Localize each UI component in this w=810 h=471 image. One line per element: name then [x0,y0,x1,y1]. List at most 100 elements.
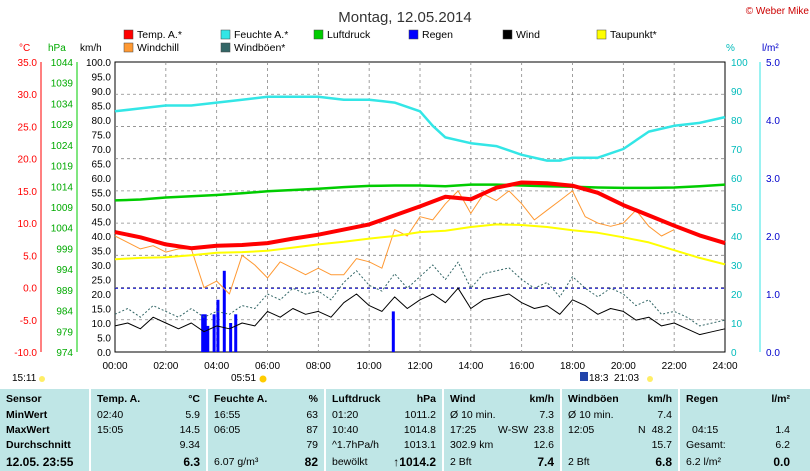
humidity-tick-label: 50 [731,203,743,214]
wind-tick-label: 15.0 [92,305,112,316]
temp-min-value: 5.9 [185,409,200,421]
rain-tick-label: 5.0 [766,58,780,69]
humidity-average: 79 [306,439,318,451]
wind-average: 12.6 [533,439,554,451]
stats-sensor-column: Sensor MinWert MaxWert Durchschnitt 12.0… [0,389,89,471]
rain-tick-label: 3.0 [766,174,780,185]
wind-tick-label: 20.0 [92,290,112,301]
pressure-tick-label: 974 [56,348,73,359]
humidity-tick-label: 80 [731,116,743,127]
legend-label: Windchill [137,42,179,54]
gusts-max-value: 48.2 [651,424,672,436]
copyright: © Weber Mike [746,6,810,17]
weather-chart: Montag, 12.05.2014 © Weber Mike Temp. A.… [12,6,810,384]
rain-day-total: 6.2 l/m² [686,456,722,468]
legend-swatch [220,29,231,40]
temp-min-time: 02:40 [97,409,124,421]
wind-unit: km/h [80,43,102,54]
wind-tick-label: 5.0 [97,334,111,345]
x-tick-label: 06:00 [255,361,280,372]
rain-current: 0.0 [773,455,790,469]
wind-tick-label: 55.0 [92,189,112,200]
x-tick-label: 00:00 [102,361,127,372]
temp-current: 6.3 [183,455,200,469]
temp-header: Temp. A. [97,393,141,405]
rain-bar [212,314,216,352]
wind-max-value: 23.8 [533,424,554,436]
humidity-max-time: 06:05 [214,424,241,436]
humidity-min-time: 16:55 [214,409,241,421]
stats-table: Sensor MinWert MaxWert Durchschnitt 12.0… [0,389,810,471]
wind-tick-label: 30.0 [92,261,112,272]
rain-unit-label: l/m² [771,393,790,405]
moonset-icon [580,372,588,381]
wind-tick-label: 45.0 [92,218,112,229]
temp-tick-label: 30.0 [18,90,38,101]
humidity-current: 82 [304,455,318,469]
humidity-tick-label: 40 [731,232,743,243]
axis-ticks: 00:00 02:00 04:00 06:00 08:00 10:00 12:00 14:00… [14,58,780,372]
wind-avg-value: 7.3 [539,409,554,421]
legend-label: Temp. A.* [137,29,182,41]
x-tick-label: 24:00 [712,361,737,372]
legend-swatch [596,29,607,40]
gusts-max-time: 12:05 [568,424,595,436]
wind-tick-label: 90.0 [92,87,112,98]
wind-tick-label: 80.0 [92,116,112,127]
pressure-average: 1013.1 [403,439,436,451]
pressure-tick-label: 1029 [51,120,74,131]
rain-bar [203,314,207,352]
gusts-direction: N [638,424,646,436]
humidity-tick-label: 70 [731,145,743,156]
wind-tick-label: 85.0 [92,102,112,113]
humidity-tick-label: 20 [731,290,743,301]
humidity-max-value: 87 [306,424,318,436]
x-tick-label: 04:00 [204,361,229,372]
gusts-header: Windböen [568,393,619,405]
wind-tick-label: 0.0 [97,348,111,359]
humidity-header: Feuchte A. [214,393,268,405]
wind-beaufort: 2 Bft [450,456,472,468]
rain-max-time: 04:15 [692,424,719,436]
rain-bar [391,311,395,352]
stats-rain-column: Regen l/m² 04:15 1.4 Gesamt: 6.2 6.2 l/m² 0.… [678,389,796,471]
x-tick-label: 12:00 [407,361,432,372]
row-maxwert: MaxWert [6,424,50,436]
wind-tick-label: 60.0 [92,174,112,185]
temp-tick-label: 0.0 [23,284,37,295]
series-line-feuchte-a [114,95,726,162]
temp-tick-label: -5.0 [20,316,38,327]
temp-tick-label: -10.0 [14,348,37,359]
rain-bar [201,314,205,352]
series-line-luftdruck [114,183,726,202]
pressure-max-value: 1014.8 [403,424,436,436]
sunrise-label: 05:51 [231,373,256,384]
humidity-tick-label: 0 [731,348,737,359]
row-durchschnitt: Durchschnitt [6,439,71,451]
series-line-temp-a [114,180,726,251]
x-tick-label: 10:00 [357,361,382,372]
pressure-tick-label: 999 [56,244,73,255]
pressure-tick-label: 1034 [51,99,74,110]
humidity-tick-label: 10 [731,319,743,330]
temp-average: 9.34 [179,439,200,451]
moonset-label: 18:3 [589,373,609,384]
pressure-tick-label: 1009 [51,203,74,214]
wind-direction: W-SW [498,424,529,436]
wind-avg-label: Ø 10 min. [450,409,496,421]
pressure-min-time: 01:20 [332,409,359,421]
stats-gusts-column: Windböen km/h Ø 10 min. 7.4 12:05 N 48.2 15.… [560,389,678,471]
gusts-current: 6.8 [655,455,672,469]
rain-header: Regen [686,393,719,405]
x-tick-label: 16:00 [509,361,534,372]
gusts-avg-value: 7.4 [657,409,672,421]
x-tick-label: 14:00 [458,361,483,372]
chart-title: Montag, 12.05.2014 [338,9,471,26]
wind-tick-label: 10.0 [92,319,112,330]
moonrise-label: 15:11 [12,373,37,384]
temp-tick-label: 25.0 [18,122,38,133]
wind-current: 7.4 [537,455,554,469]
rain-total-value: 6.2 [775,439,790,451]
gusts-unit-label: km/h [647,393,672,405]
pressure-unit: hPa [48,43,66,54]
